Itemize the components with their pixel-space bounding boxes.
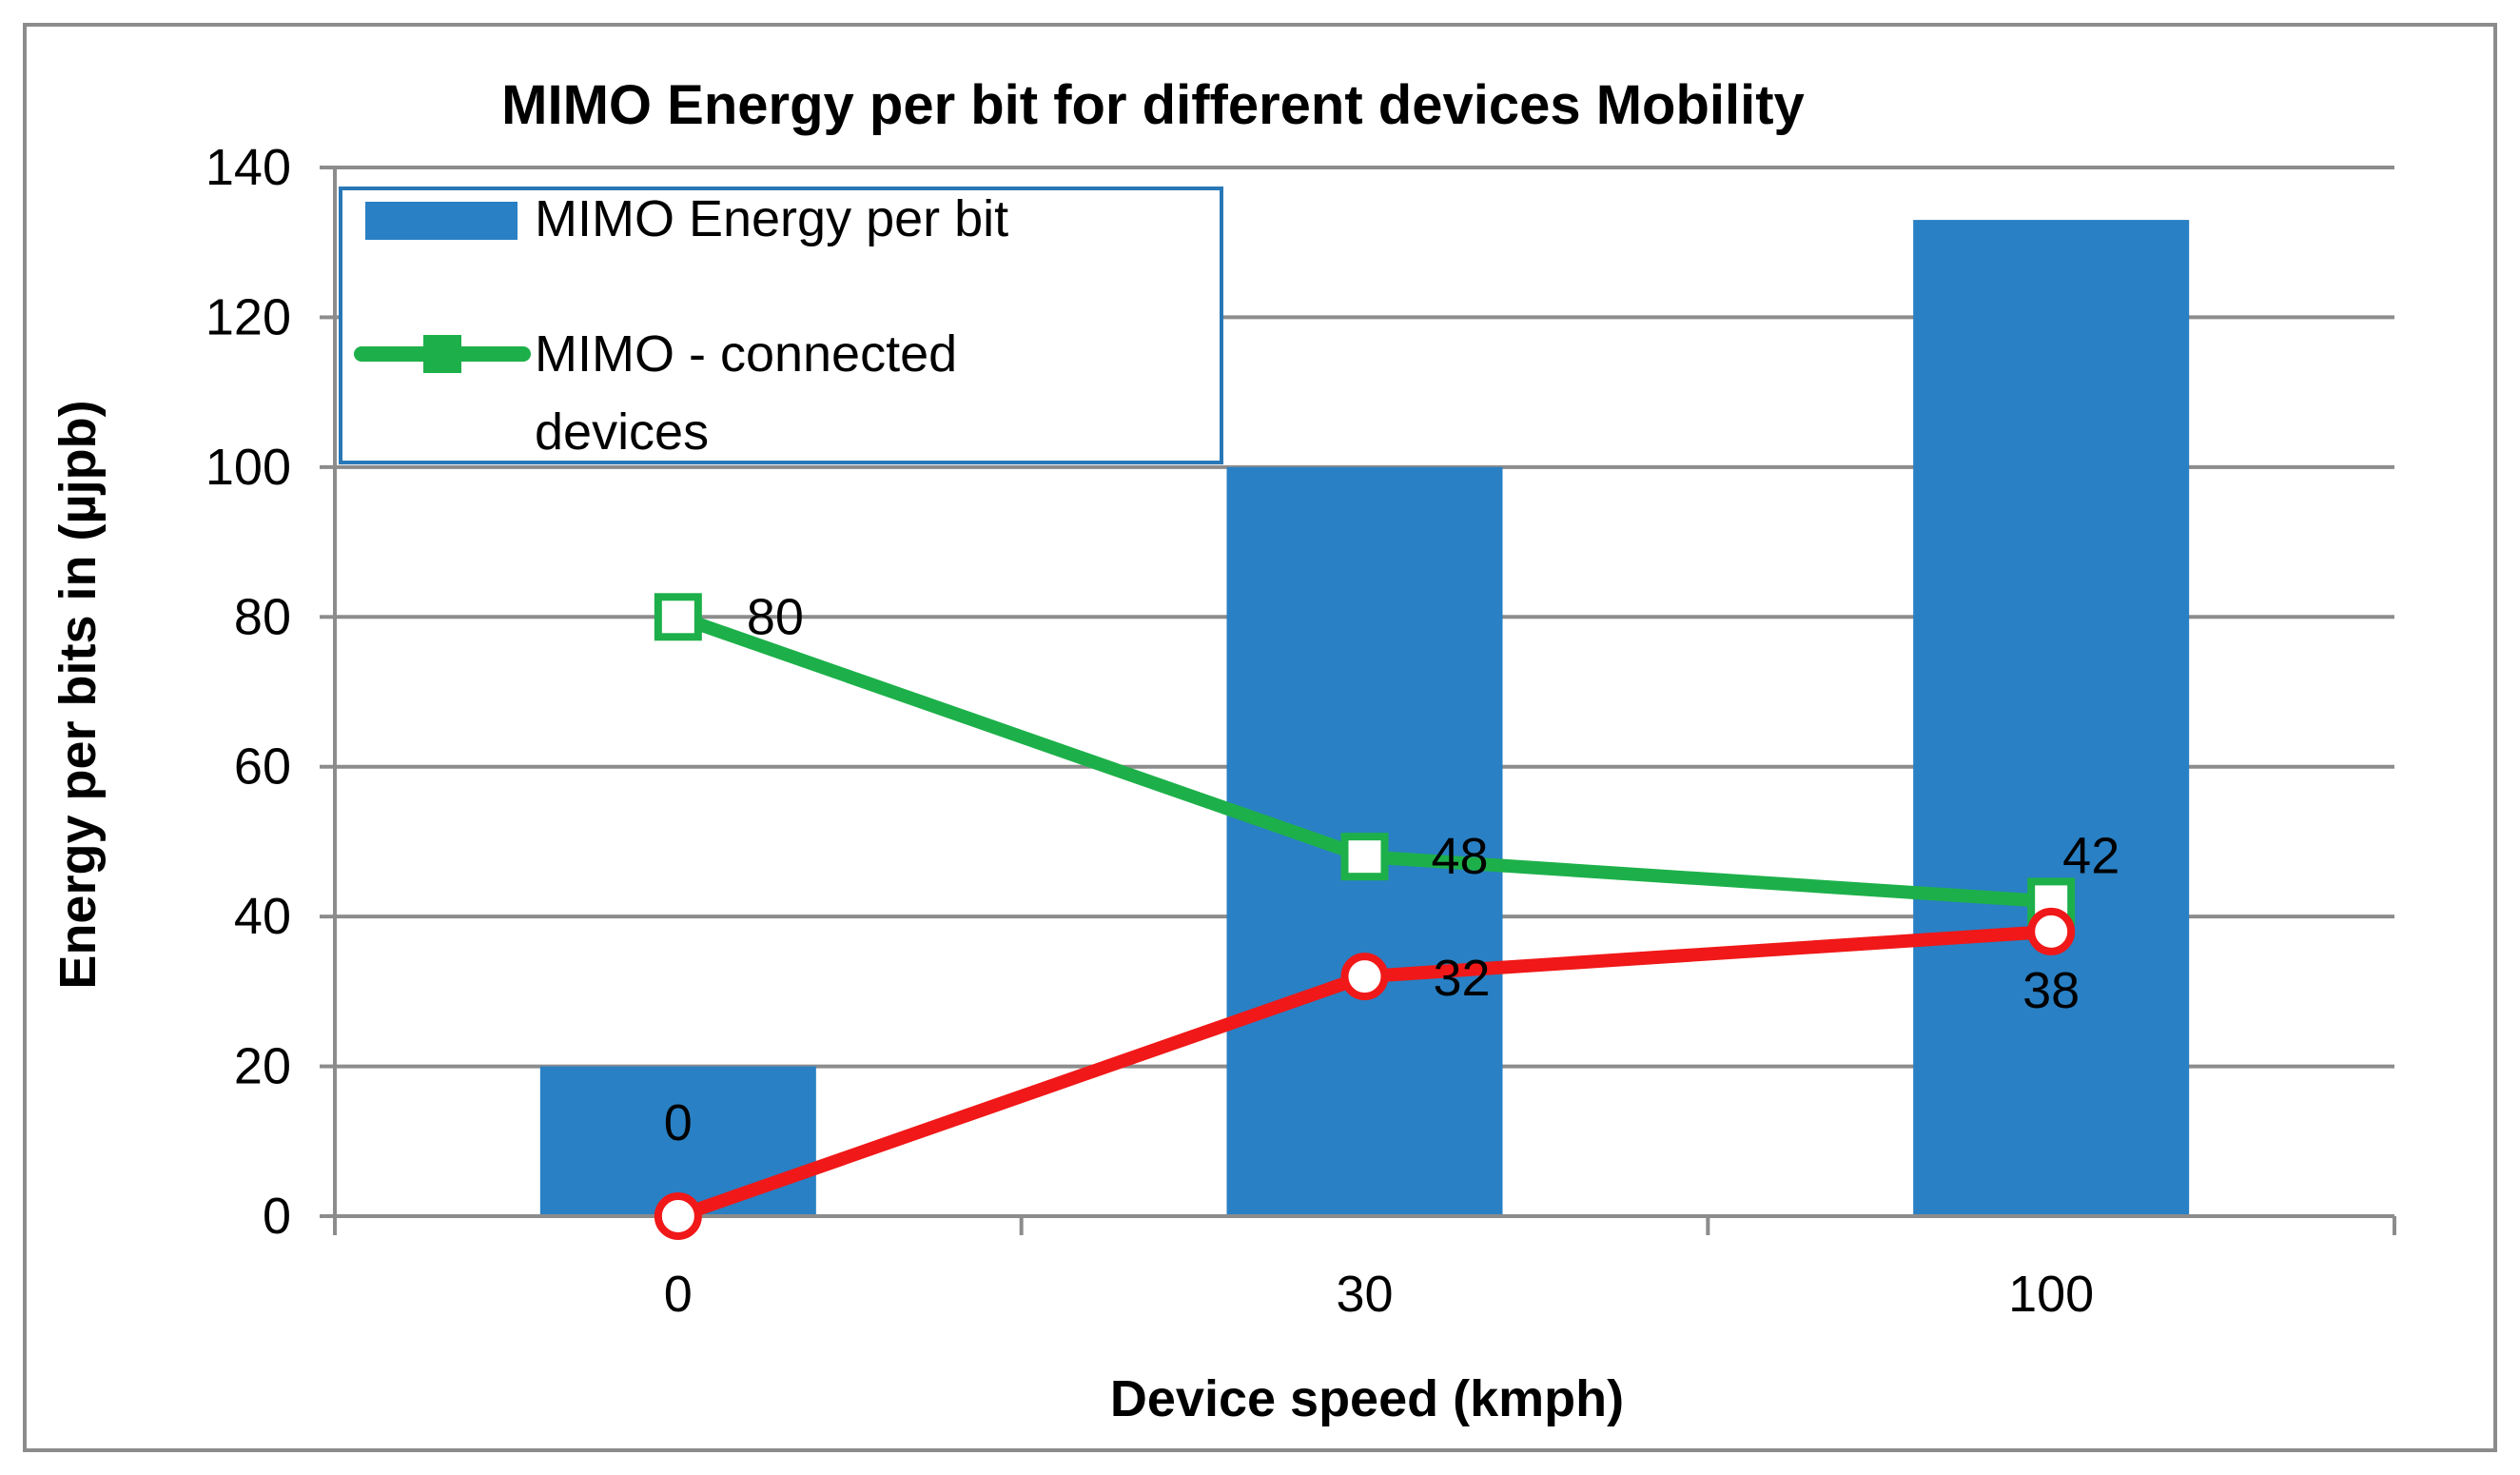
y-tick-label-100: 100 bbox=[205, 439, 291, 496]
y-tick-label-40: 40 bbox=[234, 888, 291, 945]
line-series bbox=[654, 593, 2076, 1240]
x-tick-label-30: 30 bbox=[1336, 1266, 1393, 1323]
marker-circle-30 bbox=[1340, 953, 1389, 1001]
marker-circle-100 bbox=[2027, 907, 2076, 955]
data-label-green-0: 80 bbox=[747, 588, 804, 645]
y-tick-label-120: 120 bbox=[205, 288, 291, 345]
y-tick-label-60: 60 bbox=[234, 738, 291, 796]
bar-100 bbox=[1913, 220, 2190, 1217]
data-label-green-30: 48 bbox=[1432, 828, 1489, 885]
x-axis-title: Device speed (kmph) bbox=[1110, 1370, 1624, 1427]
marker-circle-0 bbox=[654, 1192, 702, 1240]
data-label-red-0: 0 bbox=[664, 1094, 693, 1151]
legend: MIMO Energy per bit MIMO - connected dev… bbox=[339, 187, 1223, 464]
legend-square-marker bbox=[423, 335, 461, 373]
x-tick-label-100: 100 bbox=[2008, 1266, 2094, 1323]
legend-line-label-1: MIMO - connected bbox=[535, 325, 957, 383]
data-label-green-100: 42 bbox=[2062, 827, 2120, 884]
data-label-red-30: 32 bbox=[1434, 950, 1491, 1007]
data-label-red-100: 38 bbox=[2022, 962, 2080, 1019]
marker-square-30 bbox=[1340, 833, 1389, 881]
data-labels: 80 48 42 0 32 38 bbox=[664, 588, 2120, 1151]
legend-line-label: MIMO - connected devices bbox=[535, 325, 971, 461]
chart-title: MIMO Energy per bit for different device… bbox=[501, 74, 1805, 136]
y-tick-label-140: 140 bbox=[205, 139, 291, 196]
legend-line-label-2: devices bbox=[535, 403, 709, 461]
legend-bar-swatch bbox=[365, 202, 518, 240]
bar-0 bbox=[539, 1066, 816, 1216]
y-axis-title: Energy per bits in (µjpb) bbox=[49, 400, 107, 989]
y-tick-label-0: 0 bbox=[263, 1188, 291, 1245]
x-tick-label-0: 0 bbox=[664, 1266, 693, 1323]
bar-series bbox=[539, 220, 2190, 1217]
legend-bar-label: MIMO Energy per bit bbox=[535, 190, 1008, 247]
marker-square-0 bbox=[654, 593, 702, 641]
y-tick-label-20: 20 bbox=[234, 1038, 291, 1095]
y-tick-label-80: 80 bbox=[234, 588, 291, 645]
